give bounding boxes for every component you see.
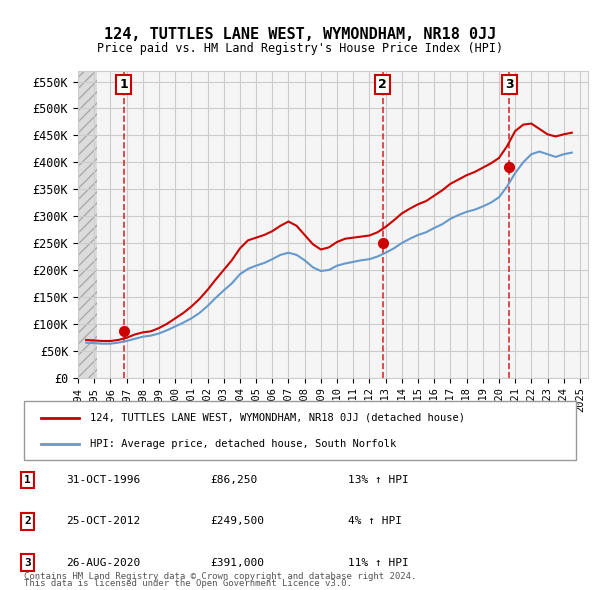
Text: 2: 2: [378, 78, 387, 91]
Text: 11% ↑ HPI: 11% ↑ HPI: [348, 558, 409, 568]
Text: Contains HM Land Registry data © Crown copyright and database right 2024.: Contains HM Land Registry data © Crown c…: [24, 572, 416, 581]
Text: £391,000: £391,000: [210, 558, 264, 568]
Text: 1: 1: [119, 78, 128, 91]
Text: 13% ↑ HPI: 13% ↑ HPI: [348, 475, 409, 485]
Text: 3: 3: [505, 78, 514, 91]
Text: 3: 3: [24, 558, 31, 568]
Text: 124, TUTTLES LANE WEST, WYMONDHAM, NR18 0JJ: 124, TUTTLES LANE WEST, WYMONDHAM, NR18 …: [104, 27, 496, 41]
Text: HPI: Average price, detached house, South Norfolk: HPI: Average price, detached house, Sout…: [90, 439, 397, 448]
Text: 4% ↑ HPI: 4% ↑ HPI: [348, 516, 402, 526]
Text: This data is licensed under the Open Government Licence v3.0.: This data is licensed under the Open Gov…: [24, 579, 352, 588]
Bar: [78, 71, 97, 378]
Text: £249,500: £249,500: [210, 516, 264, 526]
Text: 1: 1: [24, 475, 31, 485]
Text: 31-OCT-1996: 31-OCT-1996: [66, 475, 140, 485]
Text: Price paid vs. HM Land Registry's House Price Index (HPI): Price paid vs. HM Land Registry's House …: [97, 42, 503, 55]
Text: 2: 2: [24, 516, 31, 526]
Text: £86,250: £86,250: [210, 475, 257, 485]
Text: 25-OCT-2012: 25-OCT-2012: [66, 516, 140, 526]
Text: 26-AUG-2020: 26-AUG-2020: [66, 558, 140, 568]
Text: 124, TUTTLES LANE WEST, WYMONDHAM, NR18 0JJ (detached house): 124, TUTTLES LANE WEST, WYMONDHAM, NR18 …: [90, 413, 465, 422]
FancyBboxPatch shape: [24, 401, 576, 460]
